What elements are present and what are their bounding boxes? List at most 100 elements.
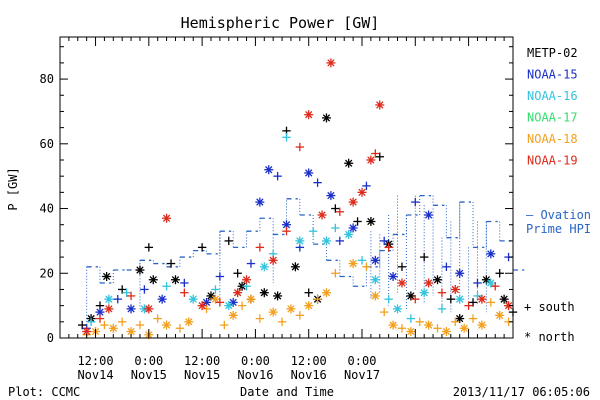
point-noaa-18-south bbox=[117, 317, 127, 327]
legend-noaa-19: NOAA-19 bbox=[527, 154, 578, 168]
point-noaa-19-north bbox=[348, 197, 358, 207]
point-noaa-18-south bbox=[175, 324, 185, 333]
point-noaa-18-north bbox=[268, 307, 278, 317]
point-noaa-19-north bbox=[357, 187, 367, 197]
point-noaa-18-north bbox=[162, 320, 172, 330]
point-noaa-18-south bbox=[433, 324, 442, 333]
marker-legend-south: + south bbox=[524, 300, 575, 314]
point-metp-02-south bbox=[331, 204, 340, 213]
point-noaa-18-north bbox=[348, 259, 358, 269]
point-noaa-16-north bbox=[321, 236, 331, 246]
point-noaa-18-north bbox=[477, 320, 487, 330]
satellite-legend: METP-02 NOAA-15 NOAA-16 NOAA-17 NOAA-18 NOAA-… bbox=[527, 46, 578, 168]
marker-stroke bbox=[282, 221, 291, 229]
marker-stroke bbox=[478, 295, 486, 303]
point-noaa-15-north bbox=[370, 255, 380, 265]
marker-stroke bbox=[127, 327, 135, 336]
legend-noaa-18: NOAA-18 bbox=[527, 132, 578, 146]
point-noaa-18-north bbox=[210, 294, 220, 304]
point-noaa-19-north bbox=[144, 304, 154, 314]
point-noaa-16-north bbox=[188, 294, 198, 304]
marker-stroke bbox=[185, 318, 193, 326]
legend-metp-02: METP-02 bbox=[527, 46, 578, 60]
marker-stroke bbox=[389, 272, 397, 281]
ovation-legend-line1: — Ovation bbox=[526, 208, 591, 222]
point-metp-02-north bbox=[344, 158, 354, 168]
marker-stroke bbox=[487, 250, 495, 258]
point-noaa-19-south bbox=[335, 207, 344, 216]
point-noaa-16-south bbox=[357, 256, 367, 265]
point-noaa-18-south bbox=[362, 262, 371, 271]
point-noaa-19-south bbox=[437, 288, 447, 297]
x-tick-date: Nov16 bbox=[291, 368, 327, 382]
marker-stroke bbox=[407, 292, 415, 300]
point-noaa-18-south bbox=[468, 314, 478, 323]
marker-stroke bbox=[451, 285, 459, 294]
point-metp-02-south bbox=[304, 288, 313, 297]
point-noaa-19-south bbox=[371, 149, 380, 158]
point-noaa-16-north bbox=[224, 301, 234, 311]
point-noaa-19-north bbox=[162, 213, 172, 223]
legend-noaa-16: NOAA-16 bbox=[527, 89, 578, 103]
point-noaa-18-south bbox=[135, 320, 145, 330]
marker-stroke bbox=[433, 276, 442, 284]
point-noaa-16-north bbox=[370, 275, 380, 285]
x-tick-date: Nov16 bbox=[237, 368, 273, 382]
point-noaa-19-south bbox=[255, 243, 265, 252]
point-noaa-18-south bbox=[100, 320, 109, 330]
point-noaa-16-south bbox=[282, 133, 291, 142]
marker-stroke bbox=[189, 295, 197, 303]
marker-stroke bbox=[345, 230, 353, 239]
plot-frame bbox=[59, 36, 514, 339]
point-noaa-18-south bbox=[220, 320, 229, 330]
marker-stroke bbox=[349, 224, 357, 232]
point-noaa-19-south bbox=[282, 226, 291, 236]
point-noaa-18-south bbox=[295, 311, 305, 320]
point-noaa-16-south bbox=[122, 288, 131, 297]
point-metp-02-north bbox=[406, 291, 416, 301]
marker-stroke bbox=[291, 263, 300, 271]
marker-stroke bbox=[371, 276, 379, 284]
point-noaa-16-north bbox=[259, 262, 269, 272]
point-noaa-18-south bbox=[153, 314, 162, 323]
point-metp-02-south bbox=[419, 252, 429, 262]
point-metp-02-north bbox=[321, 113, 331, 123]
marker-stroke bbox=[96, 308, 104, 316]
marker-stroke bbox=[389, 321, 397, 329]
point-metp-02-south bbox=[233, 269, 242, 278]
y-axis-ticks: 0 20 40 60 80 bbox=[40, 46, 513, 345]
marker-stroke bbox=[367, 217, 375, 226]
point-metp-02-south bbox=[144, 243, 154, 252]
marker-stroke bbox=[145, 305, 153, 313]
point-noaa-18-north bbox=[370, 291, 380, 301]
legend-noaa-15: NOAA-15 bbox=[527, 68, 578, 82]
point-metp-02-south bbox=[78, 320, 87, 330]
y-axis-label: P [GW] bbox=[6, 167, 20, 210]
marker-stroke bbox=[229, 311, 237, 320]
point-noaa-16-south bbox=[162, 282, 171, 291]
marker-stroke bbox=[345, 159, 353, 167]
point-noaa-18-north bbox=[495, 310, 505, 320]
y-tick-label: 60 bbox=[40, 137, 54, 151]
point-noaa-19-north bbox=[326, 58, 336, 68]
marker-stroke bbox=[322, 114, 331, 122]
point-noaa-18-south bbox=[415, 317, 424, 327]
y-tick-label: 40 bbox=[40, 202, 54, 216]
marker-stroke bbox=[393, 305, 402, 313]
marker-stroke bbox=[322, 237, 331, 245]
point-noaa-16-south bbox=[308, 226, 318, 236]
point-metp-02-north bbox=[170, 275, 180, 285]
marker-stroke bbox=[260, 263, 268, 271]
x-tick-time: 12:00 bbox=[184, 354, 220, 368]
marker-stroke bbox=[478, 321, 486, 329]
point-noaa-18-north bbox=[459, 323, 469, 333]
x-tick-date: Nov17 bbox=[344, 368, 380, 382]
marker-legend-north: * north bbox=[524, 330, 575, 344]
point-noaa-15-south bbox=[246, 259, 256, 268]
marker-stroke bbox=[322, 289, 331, 297]
point-noaa-16-north bbox=[455, 294, 465, 304]
point-metp-02-north bbox=[455, 314, 465, 324]
point-metp-02-north bbox=[433, 275, 442, 285]
point-noaa-15-south bbox=[180, 278, 189, 288]
point-noaa-19-north bbox=[450, 284, 460, 294]
